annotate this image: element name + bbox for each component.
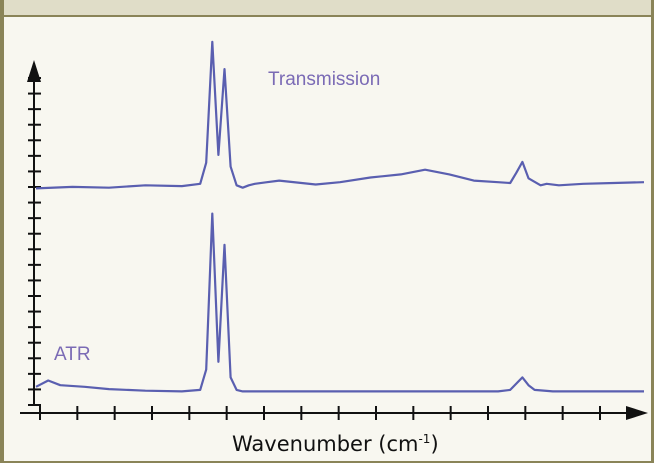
x-axis-label-close: ) bbox=[430, 432, 438, 456]
spectrum-chart: Transmission ATR Wavenumber (cm-1) bbox=[20, 40, 648, 456]
y-ticks bbox=[28, 77, 41, 406]
x-axis-label: Wavenumber (cm-1) bbox=[232, 432, 439, 456]
spectrum-traces bbox=[35, 40, 645, 393]
series-label-transmission: Transmission bbox=[268, 69, 380, 90]
x-axis-label-superscript: -1 bbox=[418, 432, 430, 446]
y-axis-arrow bbox=[27, 60, 41, 82]
x-axis-label-text: Wavenumber (cm bbox=[232, 432, 418, 456]
x-ticks bbox=[39, 406, 601, 420]
trace-transmission bbox=[35, 40, 645, 190]
header-bar bbox=[4, 0, 651, 17]
x-axis-arrow bbox=[626, 406, 648, 420]
trace-atr bbox=[35, 212, 644, 393]
series-label-atr: ATR bbox=[54, 344, 91, 365]
